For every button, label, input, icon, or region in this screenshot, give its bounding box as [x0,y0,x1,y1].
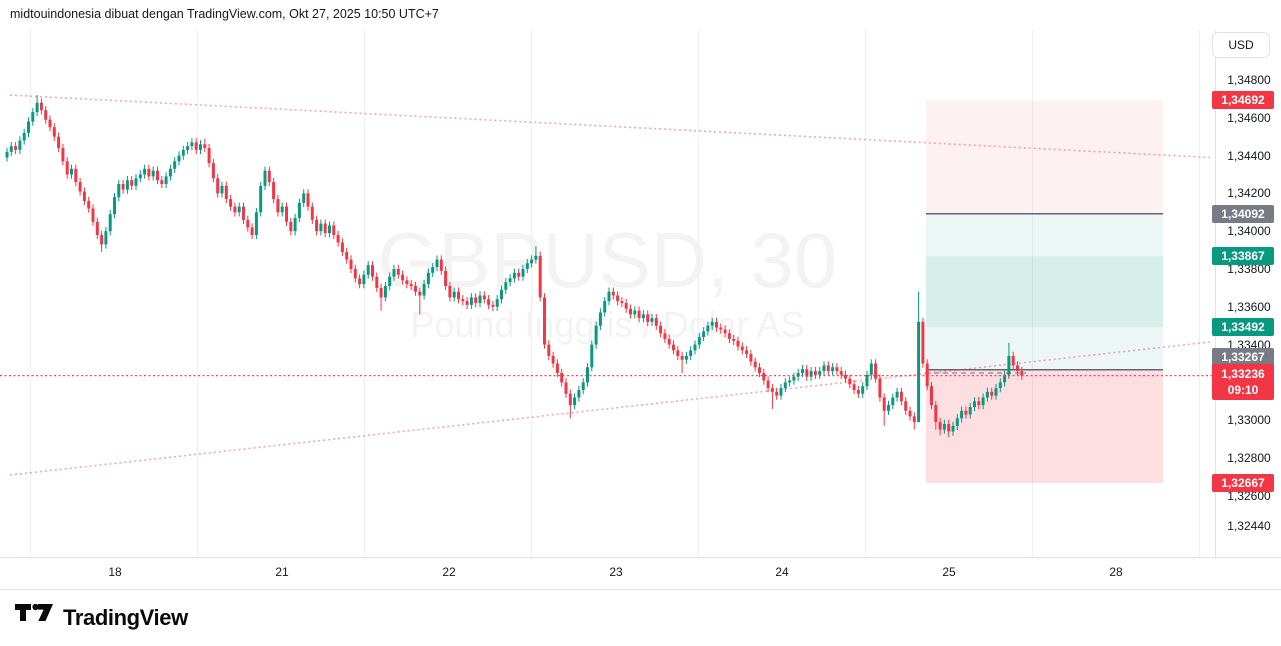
price-axis-label: 1,32800 [1227,451,1271,465]
footer: TradingView [0,590,1281,646]
candles-series [5,95,1024,438]
tradingview-brand-text: TradingView [63,605,188,630]
projection-zones [926,100,1163,484]
time-axis-label: 22 [442,565,456,579]
price-level-badge: 1,33867 [1212,247,1274,266]
price-axis-label: 1,32600 [1227,488,1271,503]
price-axis-label: 1,34600 [1227,110,1271,125]
price-axis-label: 1,33800 [1227,262,1271,276]
time-axis-label: 23 [609,565,623,579]
price-axis-label: 1,33600 [1227,299,1271,314]
time-axis[interactable]: 18 21 22 23 24 25 28 [0,557,1281,590]
currency-toggle-button[interactable]: USD [1212,32,1270,58]
price-level-badge: 1,34092 [1212,204,1274,223]
price-axis-label: 1,34200 [1227,186,1271,201]
attribution-text: midtouindonesia dibuat dengan TradingVie… [10,7,439,21]
tradingview-logo[interactable]: TradingView [14,601,188,636]
time-axis-label: 18 [108,565,122,579]
tradingview-logo-icon [14,601,54,636]
time-axis-label: 28 [1109,565,1123,579]
candlestick-chart[interactable] [0,0,1215,557]
price-level-badge: 1,34692 [1212,91,1274,110]
price-axis-label: 1,34400 [1227,148,1271,163]
price-axis[interactable]: 1,34800 1,34600 1,34400 1,34200 1,34000 1,338… [1212,30,1281,590]
time-axis-label: 21 [275,565,289,579]
price-level-badge: 1,33492 [1212,318,1274,337]
time-axis-label: 25 [942,565,956,579]
price-axis-label: 1,34800 [1227,73,1271,87]
price-axis-label: 1,33000 [1227,413,1271,428]
time-axis-label: 24 [775,565,789,579]
price-level-badge: 1,32667 [1212,474,1274,493]
current-price-badge: 1,33236 09:10 [1212,364,1274,400]
price-axis-label: 1,32440 [1227,519,1271,533]
price-axis-label: 1,34000 [1227,224,1271,239]
price-level-badge: 1,33267 [1212,348,1274,366]
